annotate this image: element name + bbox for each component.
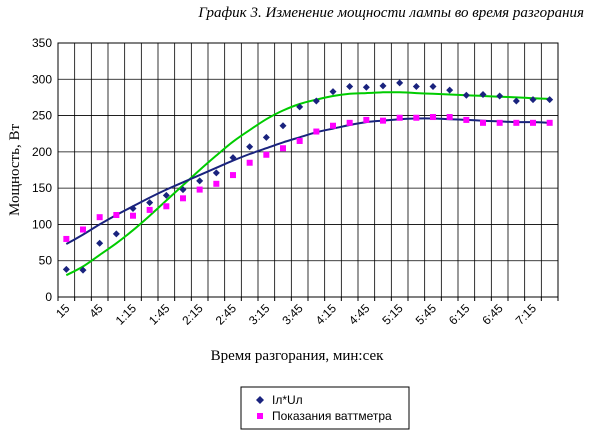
x-tick-label: 7:15: [513, 301, 540, 328]
point-series-1: [296, 103, 304, 111]
point-series-2: [63, 235, 70, 242]
point-series-2: [380, 117, 386, 124]
point-series-2: [80, 226, 86, 233]
x-tick-label: 3:15: [246, 301, 273, 328]
point-series-1: [479, 91, 487, 99]
point-series-2: [130, 212, 136, 219]
x-tick-label: 1:45: [146, 301, 173, 328]
y-tick-label: 250: [32, 109, 52, 123]
legend: Iл*Uл Показания ваттметра: [240, 386, 410, 430]
x-tick-label: 45: [86, 301, 106, 321]
point-series-2: [313, 128, 320, 135]
point-series-1: [512, 97, 520, 105]
point-series-1: [129, 204, 137, 212]
point-series-2: [263, 151, 270, 158]
point-series-1: [529, 96, 537, 104]
point-series-2: [413, 114, 420, 121]
legend-box: [240, 386, 410, 430]
point-series-1: [462, 91, 470, 99]
point-series-2: [496, 119, 503, 126]
point-series-1: [146, 199, 154, 207]
point-series-1: [362, 83, 370, 91]
x-tick-label: 4:45: [346, 301, 373, 328]
legend-marker-diamond: [256, 396, 264, 404]
point-series-2: [430, 114, 436, 121]
point-series-2: [180, 195, 186, 202]
x-tick-label: 5:15: [379, 301, 406, 328]
point-series-1: [546, 96, 554, 104]
x-tick-label: 2:45: [213, 301, 240, 328]
point-series-2: [330, 122, 336, 129]
legend-marker-square: [257, 413, 263, 419]
x-tick-label: 6:15: [446, 301, 473, 328]
point-series-2: [163, 203, 170, 210]
point-series-1: [196, 177, 204, 185]
x-tick-label: 5:45: [413, 301, 440, 328]
x-tick-label: 2:15: [179, 301, 206, 328]
point-series-1: [179, 186, 187, 194]
point-series-2: [296, 137, 303, 144]
x-tick-label: 1:15: [113, 301, 140, 328]
point-series-2: [363, 116, 370, 123]
point-series-2: [346, 119, 353, 126]
point-series-2: [280, 145, 286, 152]
point-series-1: [496, 92, 504, 100]
point-series-1: [212, 169, 220, 177]
point-series-2: [396, 114, 403, 121]
point-series-2: [530, 119, 536, 126]
point-series-2: [96, 214, 103, 221]
legend-label-series-2: Показания ваттметра: [272, 409, 392, 423]
point-series-1: [262, 133, 270, 141]
x-tick-label: 6:45: [479, 301, 506, 328]
point-series-2: [213, 180, 220, 187]
point-series-1: [396, 79, 404, 87]
legend-label-series-1: Iл*Uл: [272, 393, 303, 407]
point-series-1: [246, 143, 254, 151]
point-series-1: [112, 230, 120, 238]
y-tick-label: 200: [32, 145, 52, 159]
point-series-2: [463, 116, 470, 123]
point-series-2: [113, 211, 120, 218]
point-series-1: [279, 122, 287, 130]
y-tick-label: 300: [32, 72, 52, 86]
point-series-2: [513, 119, 520, 126]
chart-title: График 3. Изменение мощности лампы во вр…: [197, 5, 584, 21]
y-tick-label: 150: [32, 181, 52, 195]
point-series-1: [329, 88, 337, 96]
point-series-1: [446, 86, 454, 94]
point-series-2: [446, 114, 453, 121]
point-series-1: [96, 239, 104, 247]
y-axis-label: Мощность, Вт: [7, 124, 23, 216]
point-series-1: [62, 265, 70, 273]
x-tick-label: 4:15: [313, 301, 340, 328]
x-tick-label: 3:45: [279, 301, 306, 328]
point-series-2: [246, 159, 253, 166]
point-series-1: [162, 191, 170, 199]
point-series-2: [196, 186, 203, 193]
point-series-1: [429, 83, 437, 91]
point-series-1: [379, 82, 387, 90]
point-series-2: [546, 119, 553, 126]
y-tick-label: 100: [32, 217, 52, 231]
x-axis-label: Время разгорания, мин:сек: [211, 348, 384, 364]
point-series-2: [146, 206, 153, 213]
y-tick-label: 0: [45, 290, 52, 304]
y-tick-label: 350: [32, 36, 52, 50]
x-tick-label: 15: [53, 301, 73, 321]
point-series-1: [229, 154, 237, 162]
point-series-2: [230, 172, 236, 179]
plot-area: 0 50 100 150 200 250 300 350 15 45 1:15 1:45 2:15 2:4…: [32, 36, 559, 328]
point-series-1: [346, 83, 354, 91]
point-series-2: [480, 119, 486, 126]
point-series-1: [79, 266, 87, 274]
y-tick-label: 50: [39, 254, 53, 268]
point-series-1: [412, 83, 420, 91]
point-series-1: [312, 97, 320, 105]
